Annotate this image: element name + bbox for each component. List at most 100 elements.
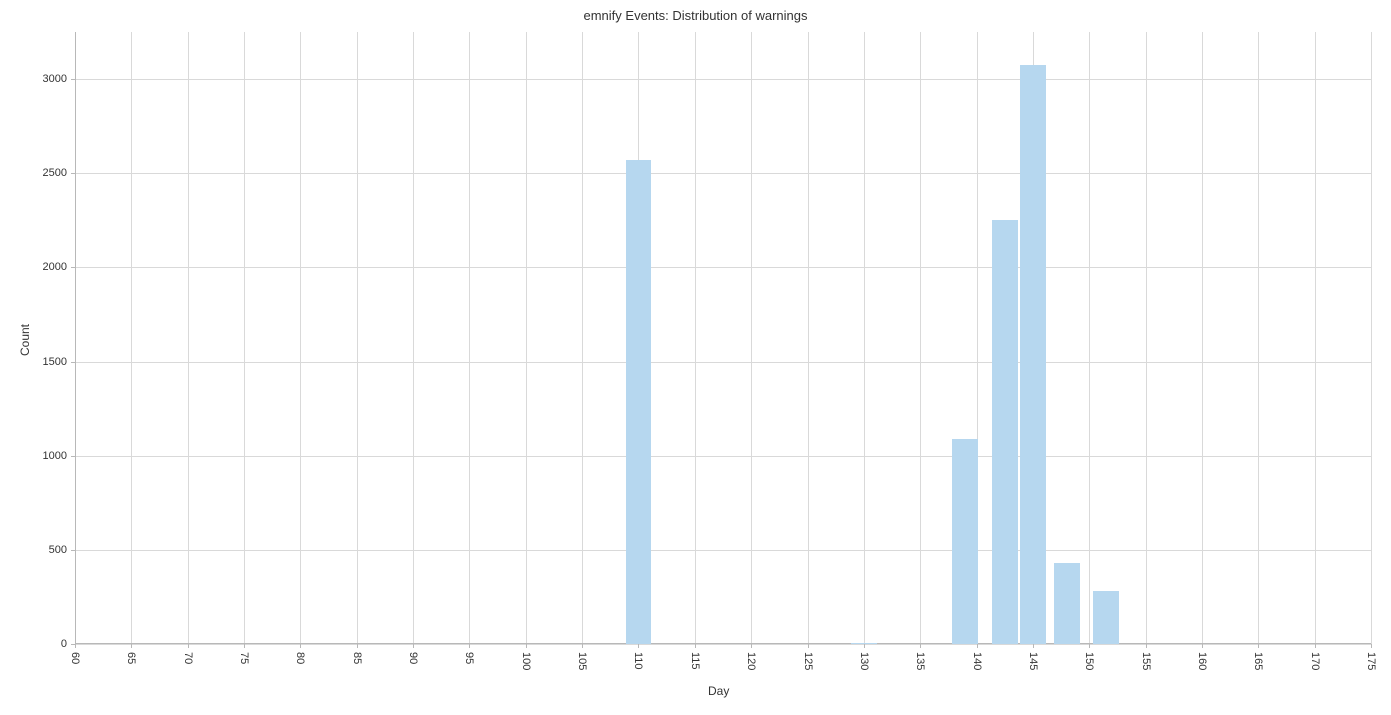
- x-tick-label: 155: [1140, 652, 1152, 670]
- grid-line-vertical: [188, 32, 189, 644]
- x-tick-mark: [1089, 644, 1090, 648]
- grid-line-vertical: [808, 32, 809, 644]
- chart-title: emnify Events: Distribution of warnings: [0, 8, 1391, 23]
- grid-line-vertical: [751, 32, 752, 644]
- histogram-bar: [1054, 563, 1080, 644]
- x-tick-mark: [357, 644, 358, 648]
- y-tick-mark: [71, 456, 75, 457]
- x-tick-mark: [1258, 644, 1259, 648]
- grid-line-vertical: [582, 32, 583, 644]
- y-tick-mark: [71, 79, 75, 80]
- x-tick-mark: [751, 644, 752, 648]
- histogram-bar: [992, 220, 1018, 644]
- y-tick-mark: [71, 267, 75, 268]
- x-axis-label: Day: [708, 684, 729, 698]
- x-tick-mark: [864, 644, 865, 648]
- grid-line-vertical: [1371, 32, 1372, 644]
- y-tick-label: 2500: [43, 167, 67, 179]
- x-tick-mark: [638, 644, 639, 648]
- y-tick-label: 1000: [43, 450, 67, 462]
- histogram-bar: [952, 439, 978, 644]
- grid-line-vertical: [1315, 32, 1316, 644]
- x-tick-label: 170: [1309, 652, 1321, 670]
- x-tick-label: 70: [182, 652, 194, 664]
- y-tick-mark: [71, 173, 75, 174]
- x-tick-label: 85: [351, 652, 363, 664]
- x-tick-mark: [300, 644, 301, 648]
- grid-line-horizontal: [75, 550, 1371, 551]
- grid-line-vertical: [864, 32, 865, 644]
- chart-container: emnify Events: Distribution of warnings …: [0, 0, 1391, 715]
- x-tick-mark: [977, 644, 978, 648]
- x-tick-label: 100: [520, 652, 532, 670]
- grid-line-vertical: [1089, 32, 1090, 644]
- x-tick-label: 80: [294, 652, 306, 664]
- grid-line-vertical: [300, 32, 301, 644]
- y-tick-label: 500: [49, 544, 67, 556]
- grid-line-vertical: [413, 32, 414, 644]
- y-tick-label: 2000: [43, 261, 67, 273]
- x-tick-label: 140: [971, 652, 983, 670]
- histogram-bar: [1020, 65, 1046, 644]
- x-tick-mark: [1202, 644, 1203, 648]
- histogram-bar: [626, 160, 652, 644]
- x-tick-label: 160: [1196, 652, 1208, 670]
- y-tick-label: 1500: [43, 356, 67, 368]
- x-tick-label: 145: [1027, 652, 1039, 670]
- grid-line-vertical: [1146, 32, 1147, 644]
- x-tick-mark: [1315, 644, 1316, 648]
- grid-line-vertical: [357, 32, 358, 644]
- histogram-bar: [1093, 591, 1119, 644]
- y-axis-label: Count: [18, 324, 32, 356]
- x-tick-label: 125: [802, 652, 814, 670]
- x-tick-mark: [526, 644, 527, 648]
- grid-line-vertical: [1202, 32, 1203, 644]
- plot-area: [75, 32, 1371, 644]
- x-tick-label: 175: [1365, 652, 1377, 670]
- y-tick-label: 3000: [43, 73, 67, 85]
- grid-line-horizontal: [75, 456, 1371, 457]
- x-tick-label: 95: [463, 652, 475, 664]
- grid-line-horizontal: [75, 79, 1371, 80]
- x-tick-mark: [582, 644, 583, 648]
- x-tick-label: 110: [632, 652, 644, 670]
- x-tick-mark: [695, 644, 696, 648]
- x-tick-label: 150: [1083, 652, 1095, 670]
- y-tick-mark: [71, 550, 75, 551]
- x-tick-mark: [188, 644, 189, 648]
- y-tick-mark: [71, 644, 75, 645]
- x-tick-label: 130: [858, 652, 870, 670]
- y-tick-mark: [71, 362, 75, 363]
- grid-line-vertical: [244, 32, 245, 644]
- x-tick-label: 65: [125, 652, 137, 664]
- x-tick-mark: [808, 644, 809, 648]
- x-tick-mark: [469, 644, 470, 648]
- grid-line-horizontal: [75, 267, 1371, 268]
- x-axis-spine: [75, 643, 1371, 644]
- x-tick-label: 90: [407, 652, 419, 664]
- grid-line-vertical: [526, 32, 527, 644]
- x-tick-label: 75: [238, 652, 250, 664]
- x-tick-mark: [1146, 644, 1147, 648]
- grid-line-vertical: [131, 32, 132, 644]
- x-tick-mark: [413, 644, 414, 648]
- grid-line-vertical: [920, 32, 921, 644]
- y-axis-spine: [75, 32, 76, 644]
- x-tick-mark: [75, 644, 76, 648]
- x-tick-label: 135: [914, 652, 926, 670]
- grid-line-vertical: [695, 32, 696, 644]
- x-tick-label: 165: [1252, 652, 1264, 670]
- grid-line-horizontal: [75, 644, 1371, 645]
- x-tick-label: 120: [745, 652, 757, 670]
- grid-line-horizontal: [75, 173, 1371, 174]
- x-tick-mark: [1033, 644, 1034, 648]
- x-tick-label: 105: [576, 652, 588, 670]
- x-tick-label: 60: [69, 652, 81, 664]
- grid-line-vertical: [1258, 32, 1259, 644]
- y-tick-label: 0: [61, 638, 67, 650]
- x-tick-mark: [244, 644, 245, 648]
- x-tick-mark: [1371, 644, 1372, 648]
- x-tick-label: 115: [689, 652, 701, 670]
- x-tick-mark: [920, 644, 921, 648]
- grid-line-horizontal: [75, 362, 1371, 363]
